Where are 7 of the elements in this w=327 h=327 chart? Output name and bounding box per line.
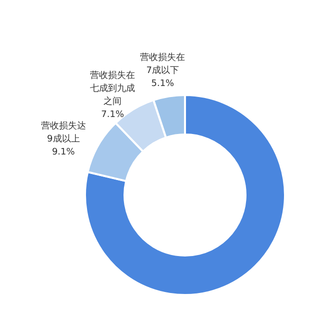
data-label: 7.1%: [101, 110, 124, 120]
slice-label: 营收损失在7成以下: [140, 52, 186, 76]
slice-label: 营收损失在七成到九成之间: [90, 70, 136, 108]
data-label: 5.1%: [151, 78, 175, 89]
donut-slice: [84, 94, 286, 296]
slice-label: 营收损失达9成以上: [40, 120, 86, 145]
data-label: 9.1%: [52, 148, 76, 158]
